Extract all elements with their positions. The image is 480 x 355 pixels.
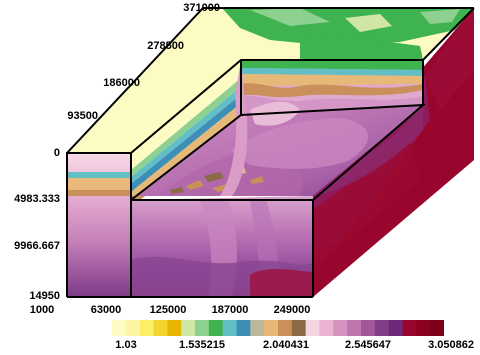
colorbar-swatch [388,320,404,336]
colorbar-swatch [222,320,238,336]
horizontal-tick-label: 125000 [149,304,187,316]
colorbar-swatch [250,320,265,336]
depth-tick-label: 371000 [183,2,220,14]
colorbar-swatch [264,320,279,336]
depth-tick-label: 186000 [103,77,140,89]
colorbar-swatch [416,320,431,336]
horizontal-tick-label: 63000 [90,304,122,316]
colorbar-swatch [167,320,182,336]
colorbar-swatch [125,320,141,336]
colorbar-tick-label: 1.03 [115,339,137,351]
colorbar-tick-label: 3.050862 [428,339,474,351]
colorbar-tick-label: 2.545647 [345,339,391,351]
colorbar-swatch [319,320,334,336]
colorbar-swatch [181,320,196,336]
colorbar-swatch [291,320,307,336]
colorbar-swatch [347,320,362,336]
colorbar-tick-label: 1.535215 [179,339,225,351]
colorbar-swatch [430,320,444,336]
depth-tick-label: 0 [53,147,60,159]
horizontal-tick-label: 249000 [273,304,311,316]
top-surface [67,8,474,153]
front-face-right [131,196,313,297]
colorbar-swatch [402,320,417,336]
colorbar-swatch [278,320,293,336]
vertical-tick-label: 9966.667 [14,240,60,252]
colorbar-tick-label: 2.040431 [263,339,309,351]
vertical-tick-label: 14950 [29,290,60,302]
depth-tick-label: 93500 [67,110,98,122]
colorbar-swatch [305,320,321,336]
model-bounding-box [66,7,475,298]
depth-tick-label: 278500 [147,40,184,52]
colorbar-swatch [333,320,348,336]
color-scale-bar [112,320,444,336]
colorbar-swatch [208,320,224,336]
colorbar-swatch [374,320,390,336]
front-face-left [67,153,131,297]
colorbar-swatch [153,320,168,336]
colorbar-swatch [236,320,251,336]
colorbar-swatch [112,320,127,336]
horizontal-tick-label: 187000 [211,304,249,316]
horizontal-tick-label: 1000 [29,304,55,316]
velocity-model-3d-view [66,7,475,298]
vertical-tick-label: 4983.333 [14,193,60,205]
colorbar-swatch [195,320,210,336]
colorbar-swatch [361,320,376,336]
colorbar-swatch [139,320,155,336]
